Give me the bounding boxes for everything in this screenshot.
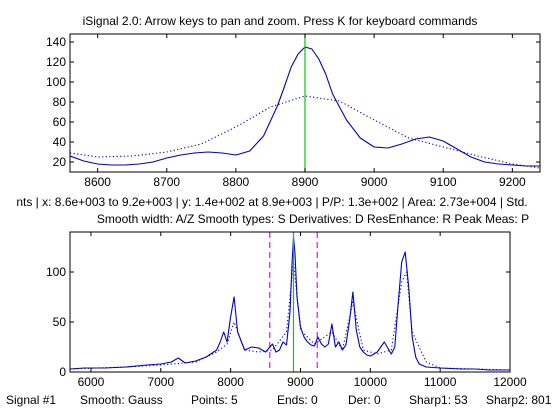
lower-y-tick-label: 100 bbox=[46, 265, 66, 279]
status-sharp2: Sharp2: 801 bbox=[486, 393, 552, 407]
upper-x-tick-label: 8900 bbox=[292, 175, 319, 189]
upper-x-tick-label: 8800 bbox=[223, 175, 250, 189]
upper-y-tick-label: 40 bbox=[53, 135, 67, 149]
status-smooth: Smooth: Gauss bbox=[80, 393, 163, 407]
lower-x-tick-label: 11000 bbox=[424, 375, 457, 389]
lower-series-solid bbox=[70, 236, 510, 371]
upper-tick-group: 8600 8700 8800 8900 9000 9100 9200 20 40 60 80 100 1… bbox=[46, 34, 540, 189]
lower-axes-frame bbox=[69, 231, 511, 373]
upper-plot[interactable]: 8600 8700 8800 8900 9000 9100 9200 20 40 60 80 100 1… bbox=[46, 33, 541, 189]
lower-y-tick-label: 0 bbox=[59, 365, 66, 379]
window-title: iSignal 2.0: Arrow keys to pan and zoom.… bbox=[83, 14, 478, 28]
upper-x-tick-label: 8600 bbox=[84, 175, 111, 189]
lower-x-tick-label: 10000 bbox=[354, 375, 388, 389]
key-commands-line: Smooth width: A/Z Smooth types: S Deriva… bbox=[97, 212, 529, 226]
upper-y-tick-label: 140 bbox=[46, 35, 66, 49]
upper-x-tick-label: 9000 bbox=[361, 175, 388, 189]
lower-x-tick-label: 7000 bbox=[147, 375, 174, 389]
lower-x-tick-label: 8000 bbox=[217, 375, 244, 389]
info-readout: nts | x: 8.6e+003 to 9.2e+003 | y: 1.4e+… bbox=[16, 195, 527, 209]
status-ends: Ends: 0 bbox=[277, 393, 318, 407]
upper-y-tick-label: 20 bbox=[53, 155, 67, 169]
upper-y-tick-label: 120 bbox=[46, 55, 66, 69]
lower-x-tick-label: 9000 bbox=[287, 375, 314, 389]
upper-y-tick-label: 60 bbox=[53, 115, 67, 129]
upper-x-tick-label: 9100 bbox=[430, 175, 457, 189]
upper-series-group bbox=[70, 34, 540, 172]
lower-x-tick-label: 12000 bbox=[493, 375, 527, 389]
lower-series-dotted bbox=[70, 261, 510, 371]
lower-tick-group: 6000 7000 8000 9000 10000 11000 12000 0 50 100 bbox=[46, 232, 527, 389]
status-sharp1: Sharp1: 53 bbox=[409, 393, 468, 407]
status-signal: Signal #1 bbox=[6, 393, 56, 407]
upper-x-tick-label: 8700 bbox=[153, 175, 180, 189]
status-points: Points: 5 bbox=[191, 393, 238, 407]
upper-y-tick-label: 100 bbox=[46, 75, 66, 89]
status-der: Der: 0 bbox=[348, 393, 381, 407]
status-line: Signal #1 Smooth: Gauss Points: 5 Ends: … bbox=[6, 393, 552, 407]
lower-series-group bbox=[70, 232, 510, 372]
upper-y-tick-label: 80 bbox=[53, 95, 67, 109]
lower-plot[interactable]: 6000 7000 8000 9000 10000 11000 12000 0 50 100 bbox=[46, 231, 527, 389]
upper-x-tick-label: 9200 bbox=[499, 175, 526, 189]
lower-x-tick-label: 6000 bbox=[78, 375, 105, 389]
lower-y-tick-label: 50 bbox=[53, 315, 67, 329]
